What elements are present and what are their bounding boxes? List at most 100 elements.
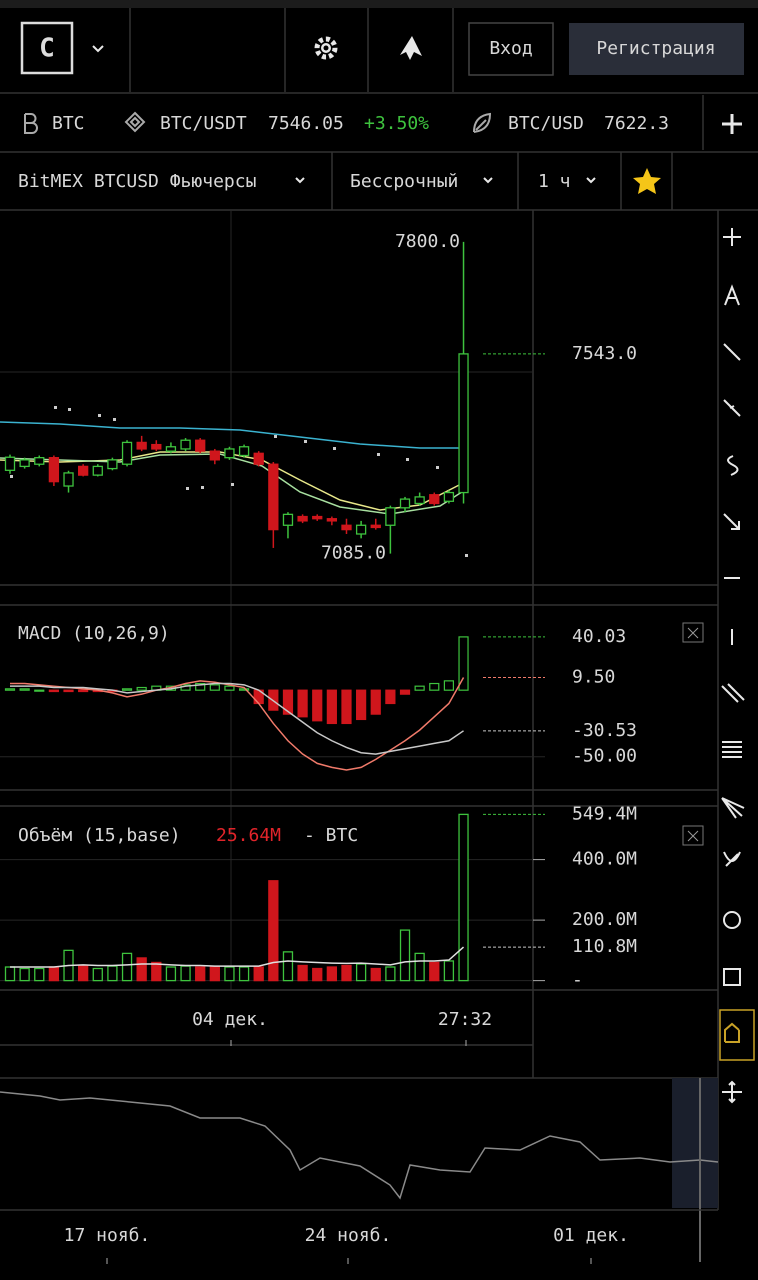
chevron (483, 177, 493, 184)
candle-body (48, 457, 60, 483)
tool-fib[interactable] (722, 741, 742, 758)
current-label: 40.03 (572, 626, 626, 647)
favorite-star[interactable] (633, 168, 661, 194)
add-ticker[interactable] (722, 114, 742, 134)
volume-bar (19, 967, 30, 982)
navigator-window[interactable] (672, 1078, 718, 1208)
histogram-bar (297, 689, 308, 718)
ticker-price: 7622.3 (604, 113, 669, 134)
volume-bar (165, 966, 177, 982)
tool-ray[interactable] (723, 399, 741, 417)
settings-icon[interactable] (314, 36, 338, 60)
login-button[interactable] (468, 22, 554, 76)
ticker-symbol[interactable]: BTC (52, 113, 85, 134)
tool-circle[interactable] (723, 911, 741, 929)
tool-move[interactable] (722, 1080, 742, 1104)
menu-chevron[interactable] (92, 45, 104, 53)
y-tick-label: - (572, 970, 583, 991)
tool-arrow[interactable] (723, 513, 740, 530)
histogram-bar (399, 689, 411, 695)
candle-body (195, 439, 206, 452)
y-tick-label: 400.0M (572, 849, 637, 870)
tool-line[interactable] (723, 343, 741, 361)
leaf-icon (473, 112, 492, 133)
candle-body (326, 518, 338, 522)
logo-box[interactable] (20, 21, 74, 75)
register-label: Регистрация (596, 38, 715, 59)
tool-channel[interactable] (721, 683, 745, 703)
candle-body (253, 452, 264, 465)
histogram-bar (341, 689, 352, 725)
instrument[interactable]: BitMEX BTCUSD Фьючерсы (18, 171, 256, 192)
candle-body (414, 496, 425, 505)
volume-bar (253, 966, 264, 982)
tool-text[interactable] (724, 284, 740, 306)
rocket-icon[interactable] (400, 36, 422, 60)
current-label: 7543.0 (572, 343, 637, 364)
drawing-tools (721, 228, 745, 1104)
ticker-change: +3.50% (364, 113, 429, 134)
histogram-bar (414, 685, 425, 691)
volume-bar (282, 951, 294, 982)
volume-bar (443, 960, 455, 982)
top-strip (0, 0, 758, 8)
chevron (295, 177, 305, 184)
candle-body (370, 524, 381, 529)
ticker-symbol[interactable]: BTC/USD (508, 113, 584, 134)
histogram-bar (4, 688, 16, 691)
volume-legend-value: 25.64M (216, 825, 281, 846)
volume-bar (4, 966, 16, 982)
tool-fan[interactable] (721, 797, 745, 819)
current-label: 549.4M (572, 803, 637, 824)
volume-bar (121, 952, 133, 982)
volume-bar (458, 813, 469, 982)
ticker-symbol[interactable]: BTC/USDT (160, 113, 247, 134)
navigator-label: 24 нояб. (305, 1225, 392, 1246)
y-tick-label: -50.00 (572, 746, 637, 767)
histogram-bar (356, 689, 367, 721)
histogram-bar (34, 689, 45, 692)
interval[interactable]: 1 ч (538, 171, 571, 192)
navigator-label: 17 нояб. (64, 1225, 151, 1246)
candle-body (429, 494, 440, 505)
register-button[interactable] (569, 23, 744, 75)
histogram-bar (458, 636, 469, 691)
contract[interactable]: Бессрочный (350, 171, 458, 192)
candle-body (121, 441, 133, 465)
sar-dots (10, 406, 468, 557)
current-label: 110.8M (572, 936, 637, 957)
high-label: 7800.0 (395, 231, 460, 252)
histogram-bar (136, 686, 147, 691)
volume-bar (429, 961, 440, 982)
histogram-bar (19, 688, 30, 691)
volume-bar (107, 965, 118, 982)
tool-measure-active[interactable] (719, 1009, 755, 1061)
ticker-price: 7546.05 (268, 113, 344, 134)
histogram-bar (48, 689, 59, 693)
volume-title: Объём (15,base) (18, 825, 181, 846)
indicator-line (10, 677, 465, 771)
candle-body (355, 524, 367, 535)
candle-body (341, 524, 352, 531)
volume-bar (326, 966, 338, 982)
volume-bar (78, 965, 89, 982)
navigator-line (0, 1091, 719, 1200)
histogram-bar (63, 689, 74, 693)
candle-body (19, 459, 30, 468)
tool-brush[interactable] (727, 455, 739, 476)
close-pane[interactable] (682, 622, 704, 643)
binance-icon (124, 111, 146, 133)
tool-rect[interactable] (723, 968, 741, 986)
close-pane[interactable] (682, 825, 704, 846)
candle-body (224, 448, 235, 459)
candle-body (180, 439, 191, 450)
volume-bar (92, 967, 103, 982)
gear-hole (323, 45, 329, 51)
candle-body (107, 459, 118, 470)
candle-body (312, 515, 323, 520)
time-label: 27:32 (438, 1009, 492, 1030)
tool-crosshair[interactable] (723, 228, 741, 246)
histogram-bar (78, 689, 89, 693)
tool-pattern[interactable] (723, 851, 741, 867)
